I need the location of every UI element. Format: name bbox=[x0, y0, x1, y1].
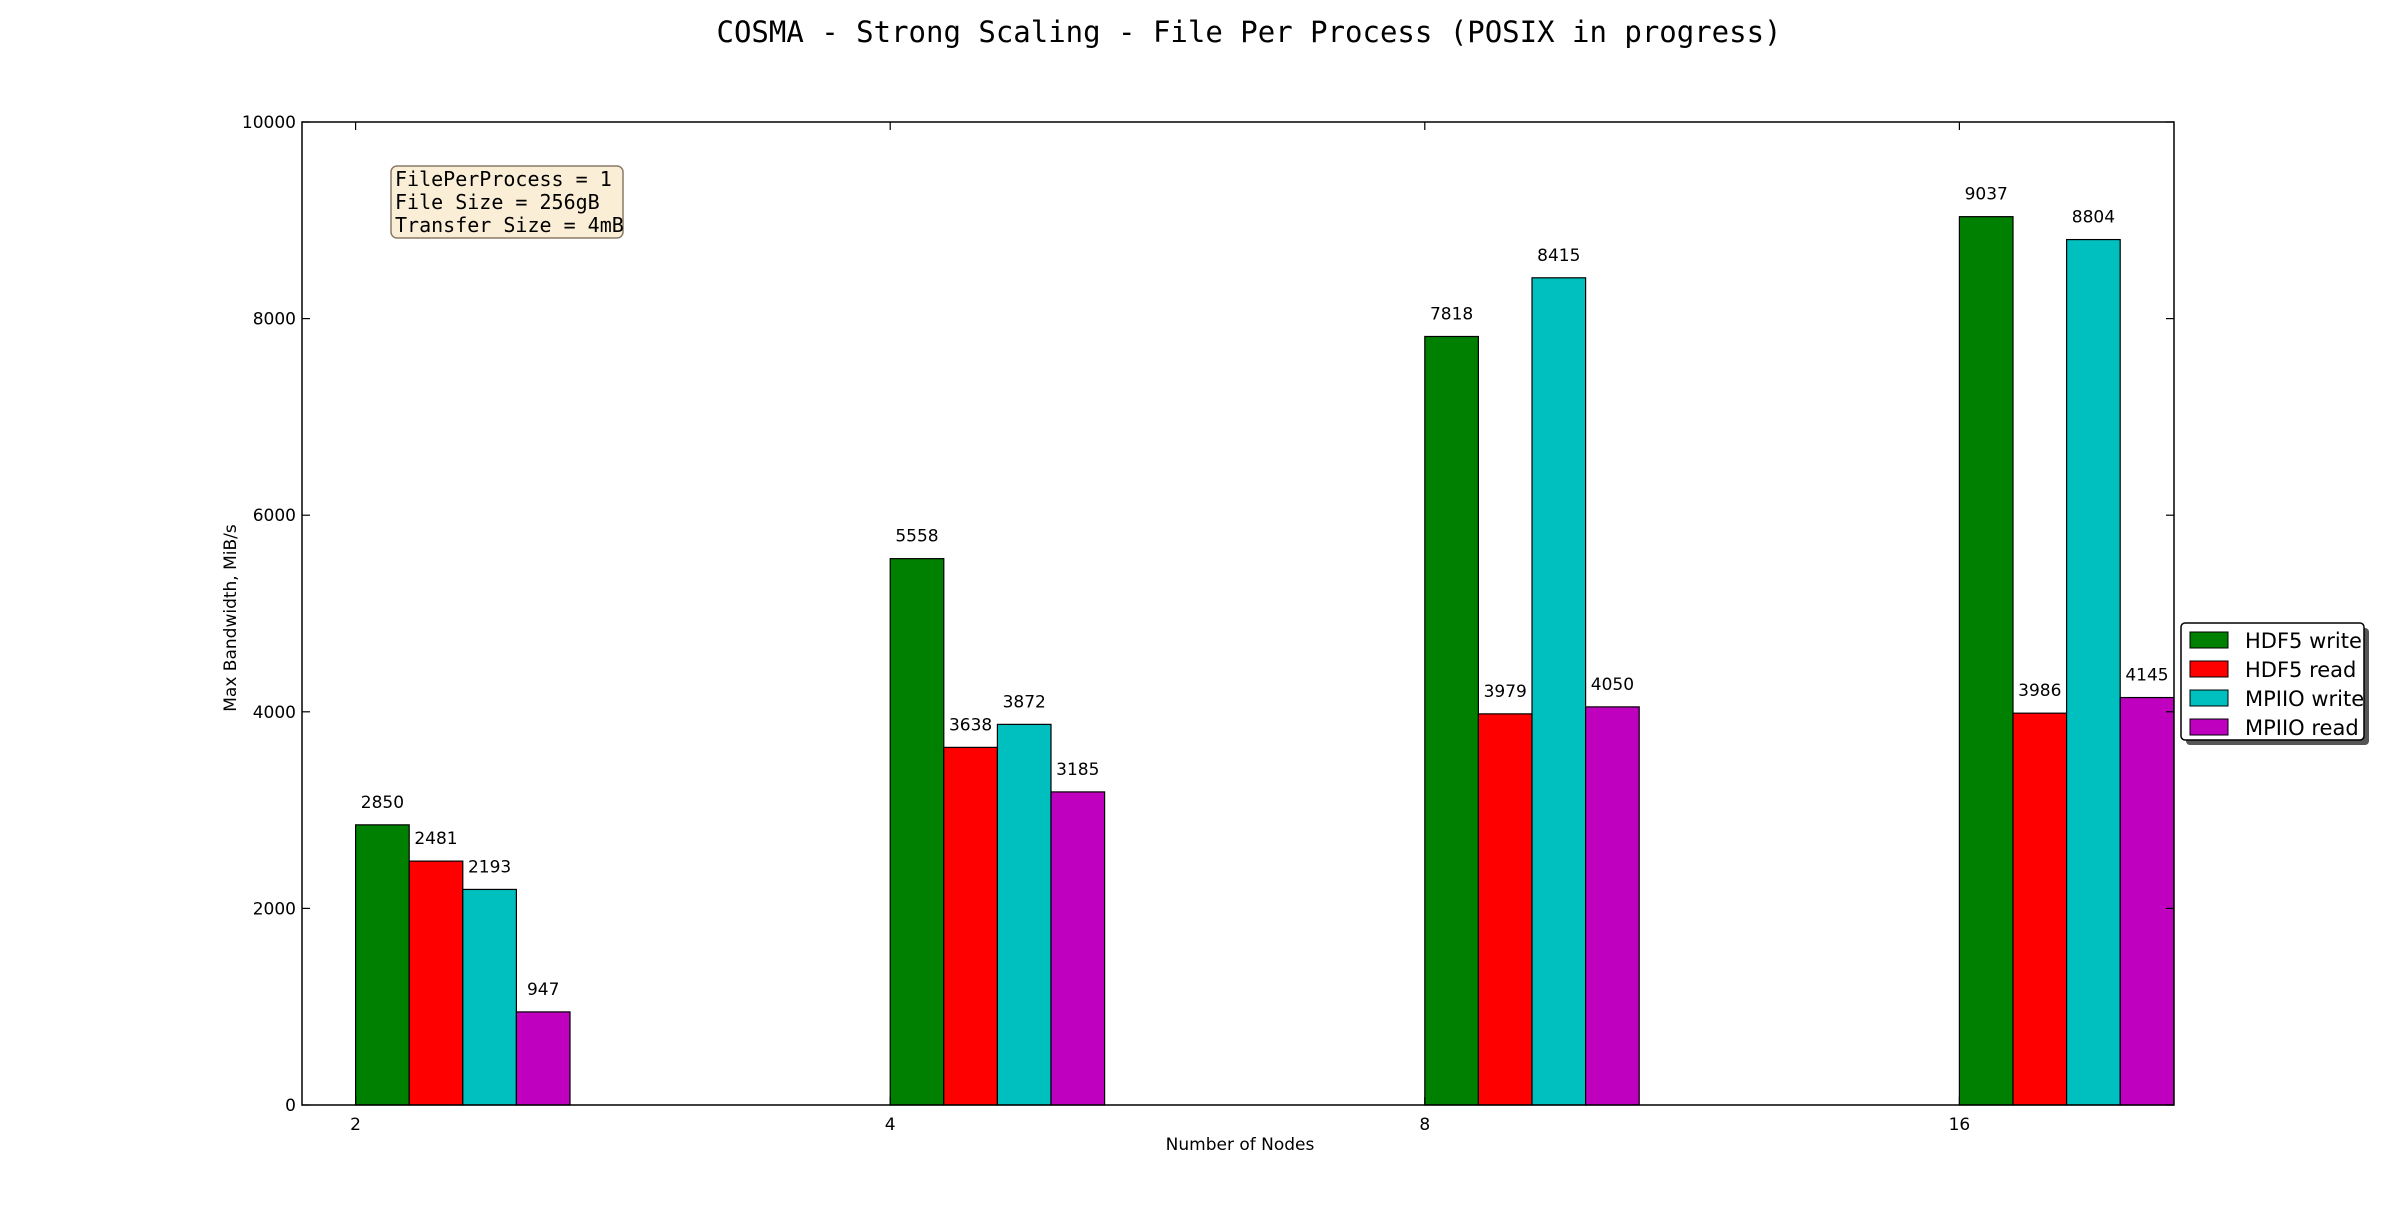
bar bbox=[1477, 713, 1533, 1106]
axes-frame bbox=[301, 121, 2175, 1106]
data-label: 9037 bbox=[1965, 185, 2008, 205]
bar bbox=[996, 723, 1052, 1106]
data-label: 2850 bbox=[361, 793, 404, 813]
chart-title: COSMA - Strong Scaling - File Per Proces… bbox=[716, 15, 1781, 49]
data-label: 8415 bbox=[1537, 246, 1580, 266]
annotation-line: FilePerProcess = 1 bbox=[395, 167, 612, 191]
legend-swatch bbox=[2189, 689, 2229, 707]
x-tick-label: 2 bbox=[350, 1115, 361, 1135]
data-label: 2193 bbox=[468, 857, 511, 877]
legend-frame bbox=[2180, 622, 2365, 741]
legend-swatch bbox=[2189, 631, 2229, 649]
data-label: 3185 bbox=[1056, 760, 1099, 780]
bar bbox=[1531, 277, 1587, 1106]
legend-swatch bbox=[2189, 660, 2229, 678]
data-label: 8804 bbox=[2072, 208, 2115, 228]
bar bbox=[943, 746, 998, 1106]
y-tick-label: 8000 bbox=[253, 310, 296, 330]
data-label: 5558 bbox=[895, 527, 938, 547]
y-tick-label: 0 bbox=[285, 1096, 296, 1116]
legend: HDF5 write HDF5 read MPIIO write MPIIO read bbox=[2180, 622, 2369, 745]
data-label: 2481 bbox=[414, 829, 457, 849]
bar bbox=[462, 888, 517, 1106]
bar bbox=[889, 558, 945, 1106]
bar bbox=[1958, 216, 2014, 1106]
legend-swatch bbox=[2189, 718, 2229, 736]
bar bbox=[355, 824, 410, 1106]
bar bbox=[515, 1011, 571, 1106]
bar bbox=[1050, 791, 1106, 1106]
data-label: 3638 bbox=[949, 715, 992, 735]
data-label: 4050 bbox=[1591, 675, 1634, 695]
y-tick-label: 6000 bbox=[253, 506, 296, 526]
bar bbox=[2119, 696, 2175, 1106]
x-tick-label: 4 bbox=[885, 1115, 896, 1135]
bar bbox=[1584, 706, 1640, 1106]
x-tick-label: 8 bbox=[1419, 1115, 1430, 1135]
bar bbox=[2012, 712, 2068, 1106]
legend-label: MPIIO read bbox=[2245, 716, 2359, 740]
bar bbox=[2066, 238, 2121, 1106]
data-label: 3872 bbox=[1003, 692, 1046, 712]
annotation-line: File Size = 256gB bbox=[395, 190, 600, 214]
y-tick-label: 4000 bbox=[253, 703, 296, 723]
bar bbox=[408, 860, 464, 1106]
data-label: 3986 bbox=[2018, 681, 2061, 701]
data-label: 7818 bbox=[1430, 304, 1473, 324]
data-label: 947 bbox=[527, 980, 559, 1000]
y-tick-label: 10000 bbox=[242, 113, 296, 133]
data-label: 3979 bbox=[1484, 682, 1527, 702]
y-axis-label: Max Bandwidth, MiB/s bbox=[221, 524, 241, 712]
data-label: 4145 bbox=[2125, 666, 2168, 686]
annotation-background bbox=[390, 165, 624, 239]
bar bbox=[1424, 335, 1480, 1106]
legend-label: HDF5 write bbox=[2245, 629, 2362, 653]
annotation-line: Transfer Size = 4mB bbox=[395, 213, 624, 237]
x-tick-label: 16 bbox=[1949, 1115, 1971, 1135]
x-axis-label: Number of Nodes bbox=[1166, 1135, 1315, 1155]
legend-label: MPIIO write bbox=[2245, 687, 2364, 711]
plot-area: 2850 5558 7818 9037 2481 3638 3979 3986 2193 3872… bbox=[242, 113, 2175, 1135]
legend-label: HDF5 read bbox=[2245, 658, 2356, 682]
y-tick-label: 2000 bbox=[253, 899, 296, 919]
